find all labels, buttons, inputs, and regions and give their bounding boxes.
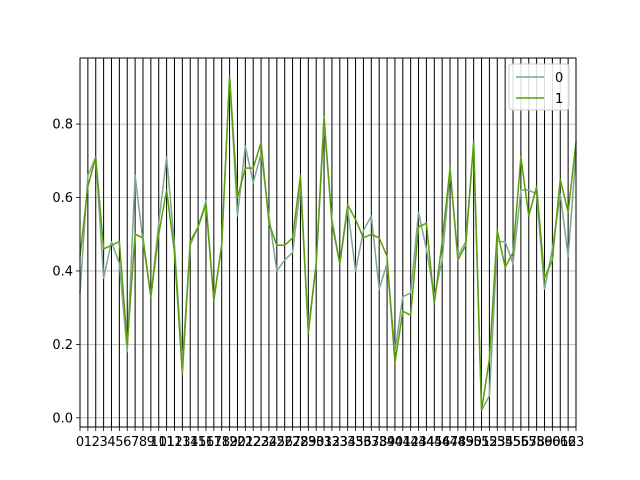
x-tick-label: 59 [536,435,553,450]
x-tick-label: 10 [150,435,167,450]
y-tick-label: 0.6 [52,191,73,206]
x-tick-label: 6 [123,435,131,450]
x-tick-label: 57 [520,435,537,450]
x-tick-label: 61 [552,435,569,450]
x-tick-label: 19 [221,435,238,450]
y-tick-label: 0.2 [52,338,73,353]
x-tick-label: 37 [363,435,380,450]
y-tick-label: 0.0 [52,411,73,426]
x-tick-label: 13 [174,435,191,450]
x-tick-label: 42 [402,435,419,450]
x-tick-label: 20 [229,435,246,450]
x-tick-label: 32 [324,435,341,450]
x-tick-label: 56 [513,435,530,450]
x-tick-label: 38 [371,435,388,450]
x-tick-label: 46 [434,435,451,450]
x-tick-label: 18 [213,435,230,450]
x-tick-label: 1 [84,435,92,450]
x-tick-label: 36 [355,435,372,450]
y-gridlines [80,123,576,419]
series-line-1 [79,75,577,412]
x-tick-label: 21 [237,435,254,450]
x-tick-label: 55 [505,435,522,450]
x-tick-label: 41 [395,435,412,450]
x-tick-label: 63 [568,435,585,450]
x-tick-label: 3 [99,435,107,450]
x-tick-label: 23 [253,435,270,450]
x-tick-label: 49 [458,435,475,450]
y-tick-label: 0.4 [52,264,73,279]
x-tick-label: 30 [308,435,325,450]
x-tick-label: 53 [489,435,506,450]
x-tick-label: 2 [92,435,100,450]
x-tick-label: 47 [442,435,459,450]
x-tick-label: 17 [206,435,223,450]
x-tick-label: 27 [284,435,301,450]
x-tick-label: 4 [107,435,115,450]
x-tick-label: 39 [379,435,396,450]
x-tick-label: 31 [316,435,333,450]
x-tick-label: 5 [115,435,123,450]
x-tick-label: 58 [528,435,545,450]
x-tick-label: 50 [465,435,482,450]
x-tick-label: 44 [418,435,435,450]
legend-label-0: 0 [555,71,563,86]
plot-area [80,58,576,427]
x-tick-label: 54 [497,435,514,450]
x-tick-label: 33 [332,435,349,450]
x-tick-label: 7 [131,435,139,450]
y-axis: 0.0 0.2 0.4 0.6 0.8 [52,118,80,426]
x-tick-label: 25 [269,435,286,450]
x-tick-label: 45 [426,435,443,450]
x-tick-label: 15 [190,435,207,450]
x-tick-label: 22 [245,435,262,450]
legend: 01 [508,63,570,111]
x-tick-label: 12 [166,435,183,450]
x-tick-label: 52 [481,435,498,450]
x-tick-label: 29 [300,435,317,450]
x-tick-label: 60 [544,435,561,450]
x-tick-label: 35 [347,435,364,450]
y-tick-label: 0.8 [52,118,73,133]
x-tick-label: 40 [387,435,404,450]
x-tick-label: 28 [292,435,309,450]
x-tick-label: 14 [182,435,199,450]
x-tick-label: 43 [410,435,427,450]
x-tick-label: 16 [198,435,215,450]
x-tick-label: 0 [76,435,84,450]
x-tick-label: 11 [158,435,175,450]
series-layer [79,75,577,412]
x-axis: 0 1 2 3 4 5 6 7 8 9101112131415161718192021222324… [76,427,584,450]
x-tick-label: 9 [147,435,155,450]
x-tick-label: 51 [473,435,490,450]
x-tick-label: 8 [139,435,147,450]
plot-frame [79,57,577,428]
x-tick-label: 26 [276,435,293,450]
x-tick-label: 62 [560,435,577,450]
legend-label-1: 1 [555,92,563,107]
x-tick-label: 48 [450,435,467,450]
x-tick-label: 24 [261,435,278,450]
x-tick-label: 34 [339,435,356,450]
